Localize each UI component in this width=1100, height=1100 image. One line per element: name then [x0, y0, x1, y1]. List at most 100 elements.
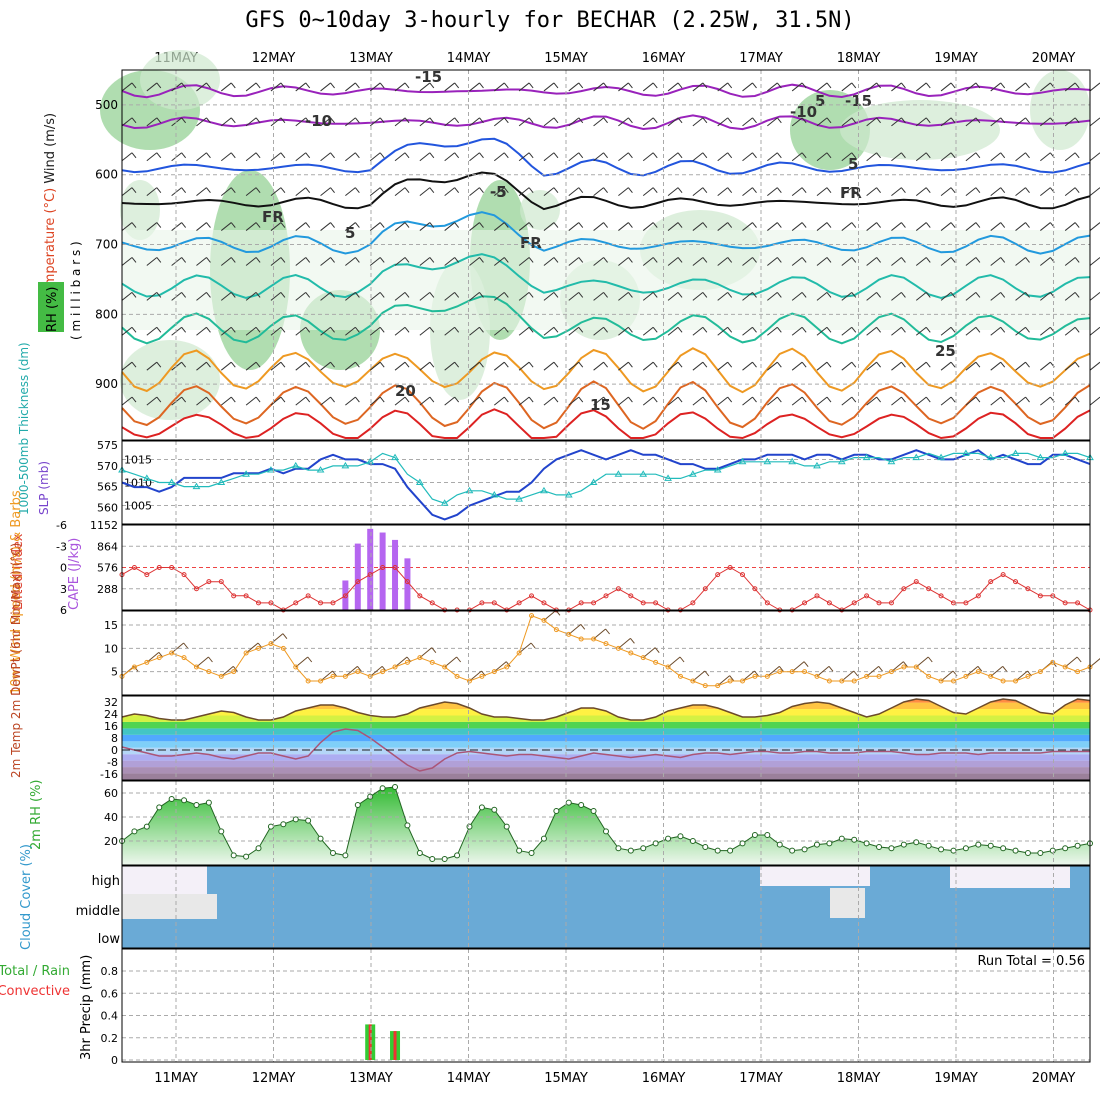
wind-barb-flag — [826, 326, 832, 333]
wind-barb — [220, 665, 234, 677]
wind-barb-flag — [206, 257, 211, 263]
precip-tick: 0.6 — [101, 987, 119, 1000]
wind-barb — [245, 291, 257, 301]
wind-barb — [320, 326, 331, 336]
wind-barb — [791, 257, 803, 266]
li-marker — [529, 593, 535, 599]
wind-barb-flag — [354, 117, 360, 124]
rh-marker — [689, 838, 696, 844]
wind-barb-flag — [131, 396, 137, 403]
wind-barb — [493, 117, 505, 127]
wind-barb — [320, 222, 331, 231]
wind-barb-flag — [702, 361, 708, 368]
wind-marker — [727, 678, 733, 684]
li-marker — [802, 600, 808, 606]
wind-barb — [245, 642, 259, 654]
wind-barb — [593, 257, 604, 266]
rh-marker — [342, 852, 349, 859]
contour-label: FR — [520, 234, 542, 252]
wind-barb — [394, 82, 406, 92]
wind-barb-flag — [1074, 292, 1080, 298]
wind-barb — [965, 222, 977, 231]
wind-barb — [891, 117, 902, 127]
date-label-bottom: 12MAY — [252, 1071, 296, 1086]
date-label-bottom: 14MAY — [447, 1071, 491, 1086]
rh-blob — [120, 340, 220, 420]
date-label-bottom: 17MAY — [739, 1071, 783, 1086]
wind-barb — [767, 117, 778, 127]
wind-barb-flag — [826, 187, 832, 193]
wind-barb — [345, 187, 356, 197]
wind-barb-flag — [305, 117, 311, 124]
wind-barb-flag — [975, 292, 981, 298]
wind-barb — [345, 152, 356, 162]
wind-barb — [345, 665, 358, 677]
contour-label: FR — [840, 184, 862, 202]
rh-marker — [764, 832, 771, 838]
wind-barb-flag — [181, 117, 187, 124]
wind-barb — [915, 82, 927, 92]
date-label-top: 18MAY — [837, 51, 881, 66]
wind-barb-flag — [1074, 117, 1080, 124]
wind-barb-flag — [1025, 257, 1030, 263]
wind-barb — [593, 326, 604, 336]
wind-barb-flag — [429, 292, 435, 298]
wind-barb — [196, 326, 207, 336]
wind-barb — [990, 257, 1002, 266]
wind-barb-flag — [876, 396, 882, 403]
wind-barb — [618, 257, 629, 266]
wind-barb-flag — [429, 326, 435, 333]
wind-barb — [493, 326, 505, 336]
contour-label: 5 — [815, 92, 825, 110]
rh-marker — [640, 845, 647, 852]
wind-barb-flag — [578, 396, 584, 403]
wind-barb — [543, 152, 555, 162]
wind-barb — [717, 152, 729, 162]
li-marker — [1050, 593, 1056, 599]
wind-barb — [915, 152, 927, 162]
wind-barb — [171, 361, 182, 371]
wind-barb-flag — [505, 661, 511, 667]
wind-barb — [1015, 361, 1026, 371]
wind-barb — [1064, 222, 1076, 231]
wind-barb-flag — [503, 117, 509, 124]
panel-border-wind — [121, 610, 1091, 696]
wind-marker — [653, 659, 659, 665]
wind-barb — [618, 326, 629, 336]
wind-marker — [603, 641, 609, 647]
wind-barb — [717, 222, 729, 231]
li-marker — [752, 586, 758, 592]
date-label-bottom: 16MAY — [642, 1071, 686, 1086]
wind-barb — [1089, 361, 1100, 371]
wind-barb — [866, 326, 877, 336]
wind-barb-flag — [354, 326, 360, 333]
wind-barb — [270, 257, 282, 266]
wind-barb-flag — [901, 396, 906, 403]
wind-barb — [866, 665, 879, 677]
wind-barb — [419, 187, 431, 197]
wind-barb-flag — [503, 82, 509, 89]
wind-barb — [767, 152, 778, 162]
li-marker — [479, 600, 485, 606]
wind-marker — [1050, 659, 1056, 665]
wind-barb — [146, 361, 158, 371]
wind-barb — [469, 82, 480, 92]
rh-marker — [553, 808, 560, 814]
wind-barb — [891, 187, 902, 197]
wind-barb — [841, 670, 855, 682]
wind-barb — [295, 257, 307, 266]
wind-barb-flag — [305, 222, 311, 228]
wind-barb — [493, 222, 505, 231]
wind-barb — [196, 396, 207, 406]
wind-barb — [196, 656, 209, 668]
wind-barb — [841, 187, 853, 197]
date-label-top: 19MAY — [934, 51, 978, 66]
wind-barb-flag — [754, 670, 759, 677]
li-marker — [144, 572, 150, 578]
wind-barb-flag — [1074, 222, 1080, 228]
wind-barb-flag — [553, 396, 559, 403]
temp-band — [122, 754, 1090, 761]
wind-barb-flag — [208, 656, 213, 663]
wind-barb-flag — [752, 257, 757, 263]
rh-marker — [665, 835, 672, 842]
